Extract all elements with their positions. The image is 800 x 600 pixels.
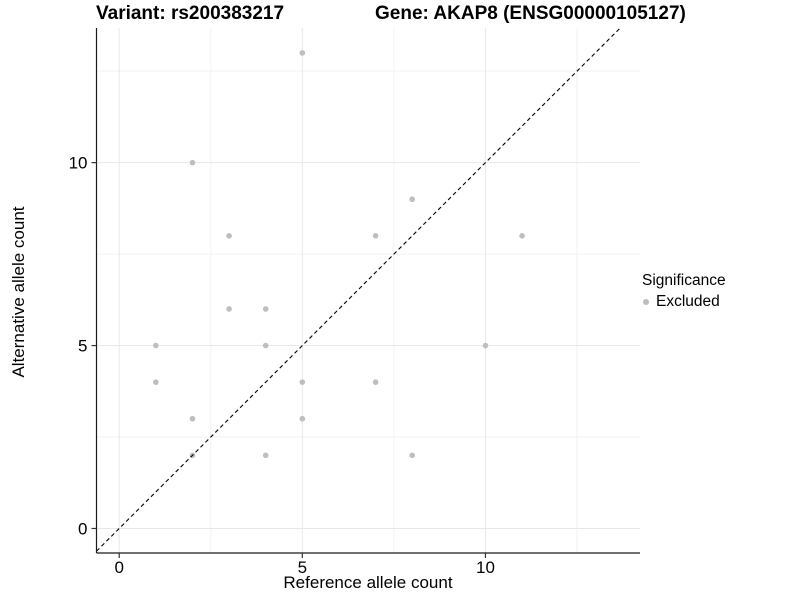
legend-title: Significance: [642, 272, 726, 289]
y-axis-tick-label: 10: [69, 154, 88, 173]
y-axis-tick-label: 0: [78, 519, 87, 538]
scatter-point: [189, 159, 196, 166]
legend: Significance Excluded: [642, 272, 726, 311]
scatter-point: [299, 415, 306, 422]
scatter-point: [299, 379, 306, 385]
x-axis-tick-label: 10: [476, 558, 495, 577]
variant-title: Variant: rs200383217: [96, 3, 285, 24]
scatter-point: [262, 342, 269, 349]
scatter-point: [409, 452, 415, 459]
scatter-point: [262, 306, 269, 312]
scatter-point: [299, 50, 306, 56]
x-axis-tick-label: 0: [114, 558, 123, 577]
scatter-point: [262, 452, 269, 459]
scatter-point: [189, 415, 196, 422]
y-axis-tick-label: 5: [78, 337, 87, 356]
scatter-point: [372, 379, 379, 385]
scatter-point: [153, 342, 159, 349]
scatter-point: [226, 233, 232, 239]
x-axis-tick-label: 5: [298, 558, 307, 577]
scatter-point: [519, 233, 525, 239]
scatter-point: [482, 342, 489, 349]
gene-title: Gene: AKAP8 (ENSG00000105127): [375, 3, 686, 24]
scatter-point: [226, 306, 232, 312]
scatter-point: [372, 233, 379, 239]
scatter-point: [409, 196, 415, 203]
identity-reference-line: [96, 27, 621, 552]
legend-entry-label: Excluded: [656, 293, 720, 310]
legend-point-icon: [643, 299, 649, 305]
legend-entry-excluded: Excluded: [642, 293, 726, 311]
scatter-point: [153, 379, 159, 385]
x-axis-title: Reference allele count: [283, 573, 453, 592]
